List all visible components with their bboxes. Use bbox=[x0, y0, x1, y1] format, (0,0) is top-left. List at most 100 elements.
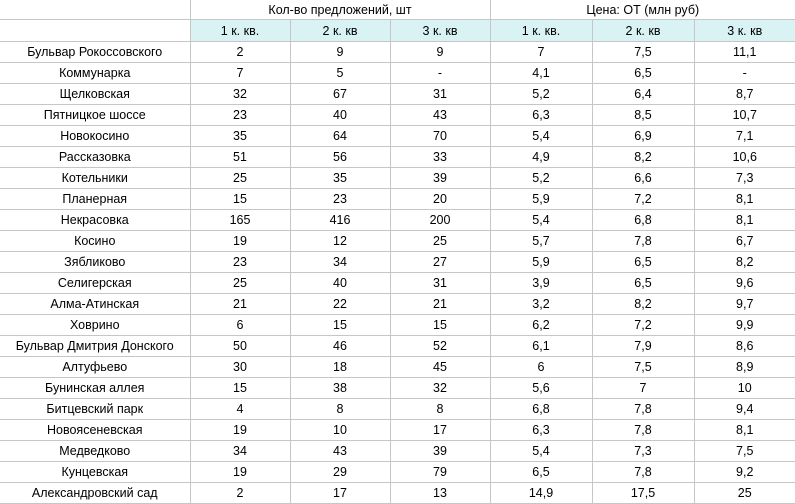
price-1k-cell: 5,6 bbox=[490, 377, 593, 399]
count-1k-cell: 25 bbox=[190, 272, 291, 294]
station-name-cell: Некрасовка bbox=[0, 209, 191, 231]
station-name-cell: Битцевский парк bbox=[0, 398, 191, 420]
count-2k-cell: 35 bbox=[290, 167, 391, 189]
table-row: Алтуфьево 30 18 45 6 7,5 8,9 bbox=[0, 356, 795, 378]
price-3k-cell: 8,2 bbox=[694, 251, 795, 273]
price-3k-cell: 8,1 bbox=[694, 419, 795, 441]
station-name-cell: Ховрино bbox=[0, 314, 191, 336]
count-1k-cell: 19 bbox=[190, 419, 291, 441]
price-3k-cell: 7,5 bbox=[694, 440, 795, 462]
price-1k-cell: 5,4 bbox=[490, 209, 593, 231]
price-3k-cell: 8,1 bbox=[694, 188, 795, 210]
count-3k-cell: 52 bbox=[390, 335, 491, 357]
price-2k-cell: 6,8 bbox=[592, 209, 695, 231]
table-row: Селигерская 25 40 31 3,9 6,5 9,6 bbox=[0, 272, 795, 294]
count-3k-cell: 17 bbox=[390, 419, 491, 441]
station-name-cell: Пятницкое шоссе bbox=[0, 104, 191, 126]
table-row: Новокосино 35 64 70 5,4 6,9 7,1 bbox=[0, 125, 795, 147]
sub-header-corner bbox=[0, 19, 191, 42]
sub-header-price-2k: 2 к. кв bbox=[592, 19, 695, 42]
price-2k-cell: 6,5 bbox=[592, 272, 695, 294]
price-3k-cell: 10,6 bbox=[694, 146, 795, 168]
sub-header-count-1k: 1 к. кв. bbox=[190, 19, 291, 42]
station-name-cell: Алтуфьево bbox=[0, 356, 191, 378]
table-row: Новоясеневская 19 10 17 6,3 7,8 8,1 bbox=[0, 419, 795, 441]
price-1k-cell: 3,9 bbox=[490, 272, 593, 294]
count-1k-cell: 165 bbox=[190, 209, 291, 231]
price-1k-cell: 6,2 bbox=[490, 314, 593, 336]
count-2k-cell: 17 bbox=[290, 482, 391, 504]
station-name-cell: Алма-Атинская bbox=[0, 293, 191, 315]
price-3k-cell: 8,7 bbox=[694, 83, 795, 105]
price-2k-cell: 7,9 bbox=[592, 335, 695, 357]
count-1k-cell: 19 bbox=[190, 230, 291, 252]
count-1k-cell: 25 bbox=[190, 167, 291, 189]
price-1k-cell: 14,9 bbox=[490, 482, 593, 504]
count-2k-cell: 5 bbox=[290, 62, 391, 84]
table-row: Кунцевская 19 29 79 6,5 7,8 9,2 bbox=[0, 461, 795, 483]
count-1k-cell: 6 bbox=[190, 314, 291, 336]
station-name-cell: Косино bbox=[0, 230, 191, 252]
count-3k-cell: 25 bbox=[390, 230, 491, 252]
count-1k-cell: 7 bbox=[190, 62, 291, 84]
table-row: Некрасовка 165 416 200 5,4 6,8 8,1 bbox=[0, 209, 795, 231]
price-1k-cell: 5,4 bbox=[490, 125, 593, 147]
count-1k-cell: 2 bbox=[190, 41, 291, 63]
price-3k-cell: 7,1 bbox=[694, 125, 795, 147]
count-3k-cell: 8 bbox=[390, 398, 491, 420]
station-name-cell: Медведково bbox=[0, 440, 191, 462]
price-3k-cell: 11,1 bbox=[694, 41, 795, 63]
station-name-cell: Александровский сад bbox=[0, 482, 191, 504]
count-3k-cell: 13 bbox=[390, 482, 491, 504]
station-name-cell: Котельники bbox=[0, 167, 191, 189]
count-3k-cell: 200 bbox=[390, 209, 491, 231]
price-2k-cell: 7,2 bbox=[592, 314, 695, 336]
count-3k-cell: 15 bbox=[390, 314, 491, 336]
table-row: Бульвар Дмитрия Донского 50 46 52 6,1 7,9 8,6 bbox=[0, 335, 795, 357]
group-header-price: Цена: ОТ (млн руб) bbox=[490, 0, 795, 20]
corner-cell bbox=[0, 0, 191, 20]
count-3k-cell: - bbox=[390, 62, 491, 84]
table-row: Зябликово 23 34 27 5,9 6,5 8,2 bbox=[0, 251, 795, 273]
station-name-cell: Бульвар Рокоссовского bbox=[0, 41, 191, 63]
price-3k-cell: 9,9 bbox=[694, 314, 795, 336]
table-row: Щелковская 32 67 31 5,2 6,4 8,7 bbox=[0, 83, 795, 105]
count-3k-cell: 31 bbox=[390, 272, 491, 294]
count-2k-cell: 9 bbox=[290, 41, 391, 63]
count-2k-cell: 23 bbox=[290, 188, 391, 210]
count-2k-cell: 15 bbox=[290, 314, 391, 336]
count-3k-cell: 45 bbox=[390, 356, 491, 378]
table-row: Битцевский парк 4 8 8 6,8 7,8 9,4 bbox=[0, 398, 795, 420]
price-2k-cell: 8,2 bbox=[592, 293, 695, 315]
count-1k-cell: 30 bbox=[190, 356, 291, 378]
price-3k-cell: 9,2 bbox=[694, 461, 795, 483]
price-3k-cell: 7,3 bbox=[694, 167, 795, 189]
station-name-cell: Коммунарка bbox=[0, 62, 191, 84]
count-2k-cell: 46 bbox=[290, 335, 391, 357]
price-2k-cell: 6,4 bbox=[592, 83, 695, 105]
price-3k-cell: 9,7 bbox=[694, 293, 795, 315]
count-2k-cell: 64 bbox=[290, 125, 391, 147]
price-1k-cell: 3,2 bbox=[490, 293, 593, 315]
price-2k-cell: 7,2 bbox=[592, 188, 695, 210]
price-1k-cell: 7 bbox=[490, 41, 593, 63]
station-name-cell: Новоясеневская bbox=[0, 419, 191, 441]
count-2k-cell: 34 bbox=[290, 251, 391, 273]
count-3k-cell: 39 bbox=[390, 440, 491, 462]
table-row: Бульвар Рокоссовского 2 9 9 7 7,5 11,1 bbox=[0, 41, 795, 63]
price-2k-cell: 6,6 bbox=[592, 167, 695, 189]
count-2k-cell: 10 bbox=[290, 419, 391, 441]
price-1k-cell: 5,7 bbox=[490, 230, 593, 252]
count-1k-cell: 35 bbox=[190, 125, 291, 147]
price-3k-cell: - bbox=[694, 62, 795, 84]
count-3k-cell: 9 bbox=[390, 41, 491, 63]
table-row: Планерная 15 23 20 5,9 7,2 8,1 bbox=[0, 188, 795, 210]
table-row: Коммунарка 7 5-4,1 6,5- bbox=[0, 62, 795, 84]
count-3k-cell: 70 bbox=[390, 125, 491, 147]
sub-header-count-3k: 3 к. кв bbox=[390, 19, 491, 42]
count-3k-cell: 21 bbox=[390, 293, 491, 315]
table-row: Косино 19 12 25 5,7 7,8 6,7 bbox=[0, 230, 795, 252]
price-2k-cell: 17,5 bbox=[592, 482, 695, 504]
price-2k-cell: 6,9 bbox=[592, 125, 695, 147]
